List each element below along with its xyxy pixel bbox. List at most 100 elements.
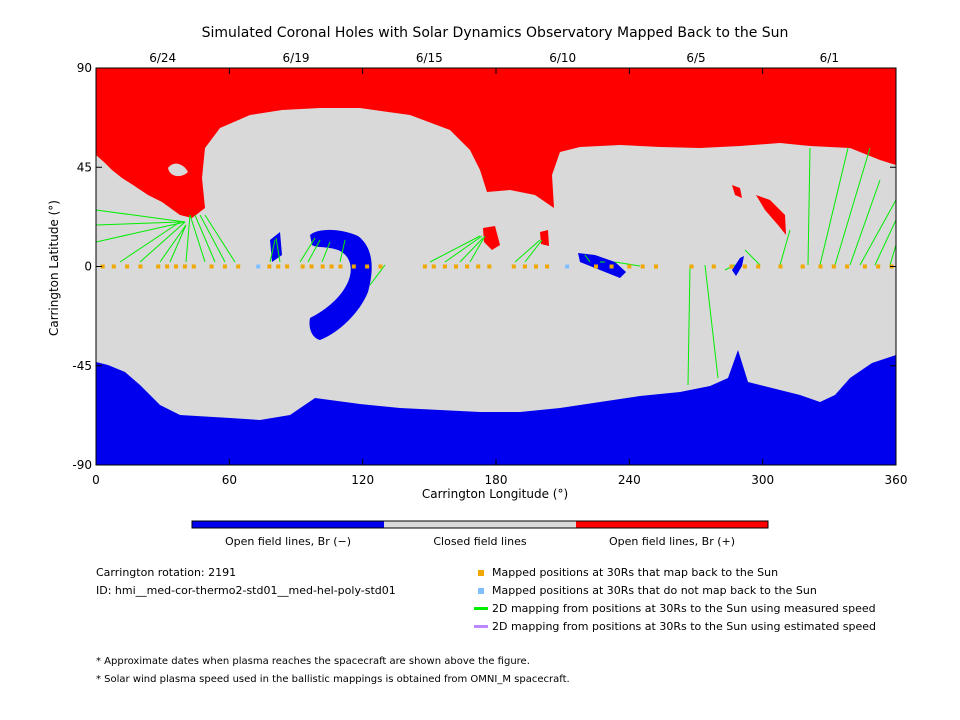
mapped-point (689, 264, 694, 269)
legend-item-not-mapped: Mapped positions at 30Rs that do not map… (478, 584, 817, 597)
y-axis-label: Carrington Latitude (°) (47, 200, 61, 336)
x-tick-label: 0 (92, 473, 100, 487)
square-marker-icon (478, 587, 484, 594)
mapping-line (269, 239, 276, 263)
measured-speed-mapping-lines (96, 147, 896, 386)
mapping-line (807, 147, 811, 266)
y-tick-label: -45 (72, 359, 92, 373)
unmapped-point (256, 264, 261, 269)
small-negative-hole-east (578, 253, 626, 278)
mapped-point (236, 264, 241, 269)
small-positive-hole-mid (483, 226, 500, 250)
mapped-point (756, 264, 761, 269)
mapped-point (454, 264, 458, 269)
mapped-point (174, 264, 178, 269)
mapping-line (859, 199, 896, 266)
equatorial-hook-hole (309, 229, 372, 340)
mapping-line (524, 239, 543, 263)
mapped-point (654, 264, 658, 269)
mapped-point (191, 264, 196, 269)
north-positive-coronal-hole (96, 68, 896, 218)
mapping-line (584, 254, 591, 263)
mapping-line (185, 214, 191, 263)
mapped-point (845, 264, 850, 269)
mapping-line (339, 239, 346, 263)
mapped-point (442, 264, 447, 269)
date-tick-label: 6/19 (283, 51, 310, 65)
mapping-line (874, 219, 896, 266)
mapped-point (182, 264, 187, 269)
mapped-point (125, 264, 130, 269)
mapped-point (329, 264, 334, 269)
mapped-point (320, 264, 325, 269)
mapped-point (876, 264, 881, 269)
colorbar-label-positive: Open field lines, Br (+) (609, 535, 735, 548)
legend-item-measured: 2D mapping from positions at 30Rs to the… (474, 602, 876, 615)
mapped-point (138, 264, 143, 269)
mapped-point (431, 264, 436, 269)
mapping-line (96, 221, 181, 226)
mapping-line (459, 237, 484, 263)
mapped-point (465, 264, 470, 269)
mapped-point (818, 264, 823, 269)
mapped-point (522, 264, 527, 269)
mapped-point (309, 264, 314, 269)
mapping-line (849, 179, 881, 266)
mapped-point (778, 264, 783, 269)
x-tick-label: 300 (751, 473, 774, 487)
mapping-line (96, 221, 186, 243)
mapping-line (96, 209, 186, 223)
mapped-point (276, 264, 281, 269)
y-tick-label: 90 (77, 61, 92, 75)
mapped-point (476, 264, 481, 269)
date-tick-label: 6/10 (549, 51, 576, 65)
small-positive-hole-east2 (756, 195, 786, 235)
mapping-line (744, 249, 761, 266)
mapping-line (514, 239, 541, 263)
y-tick-label: 45 (77, 160, 92, 174)
mapped-point (729, 264, 734, 269)
mapped-point (511, 264, 516, 269)
date-axis: 6/24 6/19 6/15 6/10 6/5 6/1 (149, 51, 839, 65)
mapping-line (687, 264, 691, 386)
chart-title: Simulated Coronal Holes with Solar Dynam… (202, 25, 789, 41)
mapped-point (627, 264, 632, 269)
mapped-point (338, 264, 343, 269)
small-negative-hole-far (732, 256, 744, 276)
mapping-line (779, 229, 791, 266)
x-tick-label: 60 (222, 473, 237, 487)
colorbar-positive (576, 521, 768, 528)
mapped-point (100, 264, 105, 269)
square-marker-icon (478, 569, 484, 576)
small-positive-hole-mid2 (540, 230, 549, 246)
mapped-point (285, 264, 290, 269)
x-axis: 0 60 120 180 240 300 360 (92, 68, 907, 487)
north-hole-notch (168, 163, 188, 177)
mapping-line (819, 147, 849, 266)
mapped-point (156, 264, 161, 269)
mapped-point (742, 264, 747, 269)
x-tick-label: 120 (351, 473, 374, 487)
mapped-point (800, 264, 805, 269)
y-tick-label: 0 (84, 260, 92, 274)
colorbar: Open field lines, Br (−) Closed field li… (191, 520, 769, 548)
mapping-line (159, 224, 187, 263)
mapping-line (169, 224, 187, 263)
colorbar-closed (384, 521, 576, 528)
date-tick-label: 6/5 (686, 51, 705, 65)
mapped-point (422, 264, 427, 269)
mapped-point (609, 264, 614, 269)
small-positive-hole-east (732, 185, 742, 198)
date-tick-label: 6/15 (416, 51, 443, 65)
mapping-line (469, 235, 486, 263)
colorbar-label-negative: Open field lines, Br (−) (225, 535, 351, 548)
legend-item-mapped: Mapped positions at 30Rs that map back t… (478, 566, 778, 579)
mapping-line (307, 239, 321, 263)
mapped-point (222, 264, 227, 269)
mapped-point (378, 264, 383, 269)
mapping-line (834, 147, 871, 266)
x-tick-label: 180 (485, 473, 508, 487)
mapping-line (614, 261, 641, 267)
mapped-point (545, 264, 550, 269)
